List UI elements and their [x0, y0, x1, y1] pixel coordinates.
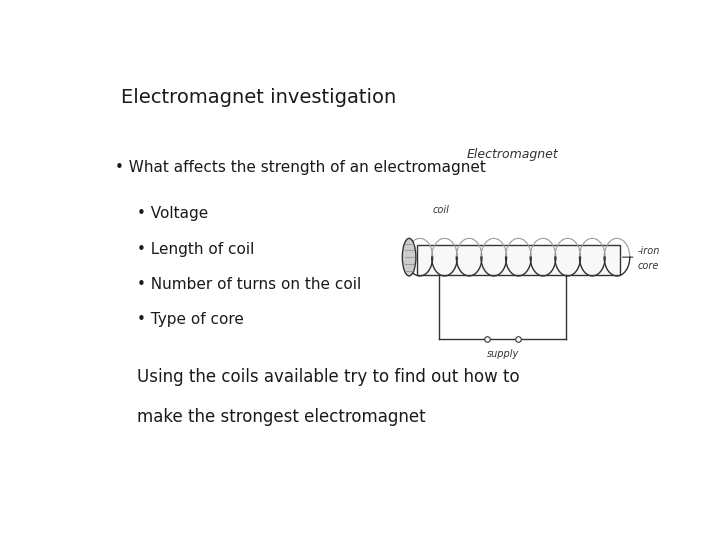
Ellipse shape	[402, 238, 416, 276]
Text: make the strongest electromagnet: make the strongest electromagnet	[138, 408, 426, 426]
Text: • What affects the strength of an electromagnet: • What affects the strength of an electr…	[115, 160, 486, 176]
Text: • Number of turns on the coil: • Number of turns on the coil	[138, 277, 361, 292]
Text: • Length of coil: • Length of coil	[138, 241, 255, 256]
Text: -iron: -iron	[637, 246, 660, 256]
Text: coil: coil	[433, 205, 450, 215]
Text: core: core	[637, 261, 659, 271]
Text: Electromagnet investigation: Electromagnet investigation	[121, 87, 396, 107]
Text: • Voltage: • Voltage	[138, 206, 209, 221]
Text: supply: supply	[487, 349, 518, 359]
Text: • Type of core: • Type of core	[138, 312, 244, 327]
Bar	[417, 245, 620, 274]
Text: Electromagnet: Electromagnet	[466, 148, 558, 161]
Text: Using the coils available try to find out how to: Using the coils available try to find ou…	[138, 368, 520, 386]
